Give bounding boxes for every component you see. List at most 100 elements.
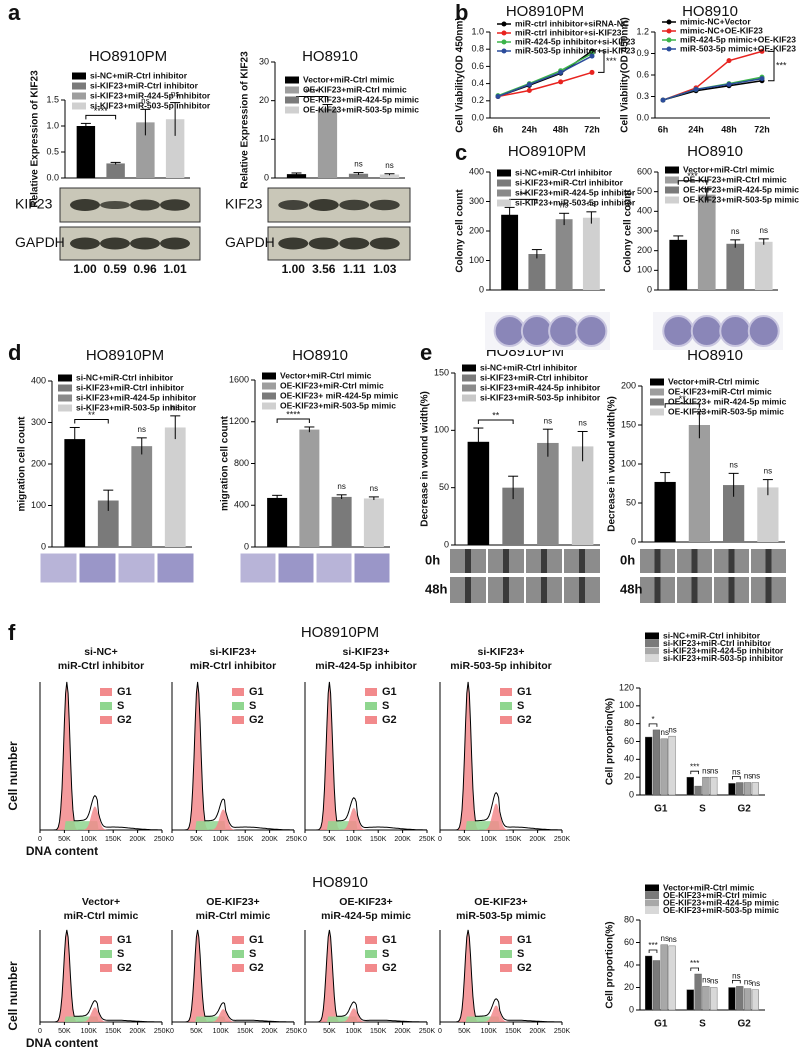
legend-swatch [665, 176, 679, 184]
phase-label: G2 [249, 714, 264, 726]
y-axis-label: Cell number [6, 741, 20, 811]
phase-swatch [500, 950, 512, 958]
x-tick-label: 50K [323, 1028, 336, 1035]
legend-label: si-KIF23+miR-503-5p inhibitor [663, 653, 784, 663]
legend-label: mimic-NC+Vector [680, 16, 751, 26]
y-tick-label: 1600 [229, 374, 249, 384]
sample-label: miR-Ctrl inhibitor [190, 660, 276, 672]
bar [728, 783, 736, 796]
bar [688, 425, 710, 542]
wound-gap [541, 549, 547, 573]
sig-label: ** [88, 410, 96, 420]
bar [710, 776, 718, 796]
y-tick-label: 1.2 [636, 26, 649, 36]
legend-label: si-NC+miR-Ctrl inhibitor [663, 630, 761, 640]
wound-gap [503, 577, 509, 603]
sample-label: miR-Ctrl mimic [196, 910, 271, 922]
sig-label: *** [690, 762, 699, 771]
sig-bracket [477, 419, 514, 425]
x-tick-label: S [699, 1019, 706, 1030]
blot-label: GAPDH [15, 234, 65, 250]
phase-swatch [500, 702, 512, 710]
x-tick-label: 100K [346, 1028, 363, 1035]
phase-swatch [100, 716, 112, 724]
y-tick-label: 50 [439, 482, 449, 492]
x-tick-label: 200K [261, 1028, 278, 1035]
legend-label: OE-KIF23+miR-424-5p mimic [303, 94, 419, 104]
bar [286, 174, 307, 178]
sample-label: miR-Ctrl mimic [64, 910, 139, 922]
legend-label: OE-KIF23+miR-Ctrl mimic [303, 84, 407, 94]
legend-swatch [462, 364, 476, 372]
sig-label: ns [587, 199, 595, 208]
histogram-outline [440, 929, 562, 1023]
legend-label: miR-503-5p mimic+OE-KIF23 [680, 43, 796, 53]
wound-time-label: 48h [425, 581, 447, 596]
phase-label: S [382, 948, 389, 960]
legend-label: OE-KIF23+ miR-424-5p mimic [668, 396, 787, 406]
bar [106, 163, 125, 178]
x-tick-label: 24h [688, 124, 704, 134]
migration-image [117, 552, 156, 584]
phase-swatch [500, 688, 512, 696]
chart-title: HO8910 [687, 143, 743, 160]
y-tick-label: 10 [259, 134, 269, 144]
x-axis-label: DNA content [26, 1036, 98, 1050]
phase-label: G2 [249, 962, 264, 974]
x-tick-label: G1 [654, 804, 668, 815]
blot-band [160, 199, 190, 211]
legend-marker [666, 28, 672, 34]
x-tick-label: 250K [286, 1028, 303, 1035]
legend-label: OE-KIF23+miR-Ctrl mimic [280, 380, 384, 390]
histogram-outline [172, 929, 294, 1023]
legend-swatch [650, 388, 664, 396]
y-axis-label: Colony cell count [623, 189, 634, 273]
legend-label: si-KIF23+miR-424-5p inhibitor [663, 645, 784, 655]
sig-label: ns [744, 978, 752, 987]
s-area [440, 821, 562, 830]
blot-quant: 0.96 [133, 262, 157, 276]
sig-label: ns [171, 90, 179, 99]
y-tick-label: 0 [631, 536, 636, 546]
x-tick-label: 250K [286, 836, 303, 843]
wound-time-label: 48h [620, 581, 642, 596]
bar [348, 173, 369, 178]
legend-swatch [645, 899, 659, 907]
sig-label: ns [732, 971, 740, 980]
colony-well [747, 315, 780, 347]
y-axis-label: Cell number [6, 961, 20, 1031]
panel-letter: d [8, 340, 21, 365]
sample-label: si-KIF23+ [343, 646, 390, 658]
migration-image [353, 552, 391, 584]
bar [652, 960, 661, 1011]
legend-swatch [58, 384, 72, 392]
bar [164, 427, 186, 547]
bar [743, 988, 752, 1011]
x-tick-label: 0 [38, 836, 42, 843]
wound-gap [654, 577, 661, 603]
bar [736, 986, 744, 1011]
blot-band [70, 199, 100, 211]
legend-label: si-KIF23+miR-424-5p inhibitor [515, 187, 636, 197]
x-tick-label: 200K [529, 836, 546, 843]
wound-gap [654, 549, 661, 573]
legend-swatch [72, 92, 86, 100]
x-tick-label: 150K [105, 1028, 122, 1035]
s-area [305, 821, 427, 830]
blot-quant: 1.00 [73, 262, 97, 276]
legend-label: miR-424-5p inhibitor+si-KIF23 [515, 36, 635, 46]
x-tick-label: G2 [737, 1019, 751, 1030]
bar [555, 219, 573, 290]
bar [317, 108, 338, 178]
colony-well [548, 315, 581, 347]
sig-label: ns [702, 766, 710, 775]
sig-label: **** [305, 87, 320, 97]
sample-label: si-KIF23+ [478, 646, 525, 658]
sig-bracket [648, 949, 658, 953]
y-tick-label: 60 [624, 937, 634, 947]
point [526, 81, 532, 87]
x-tick-label: 200K [529, 1028, 546, 1035]
phase-swatch [232, 964, 244, 972]
legend-swatch [645, 884, 659, 892]
